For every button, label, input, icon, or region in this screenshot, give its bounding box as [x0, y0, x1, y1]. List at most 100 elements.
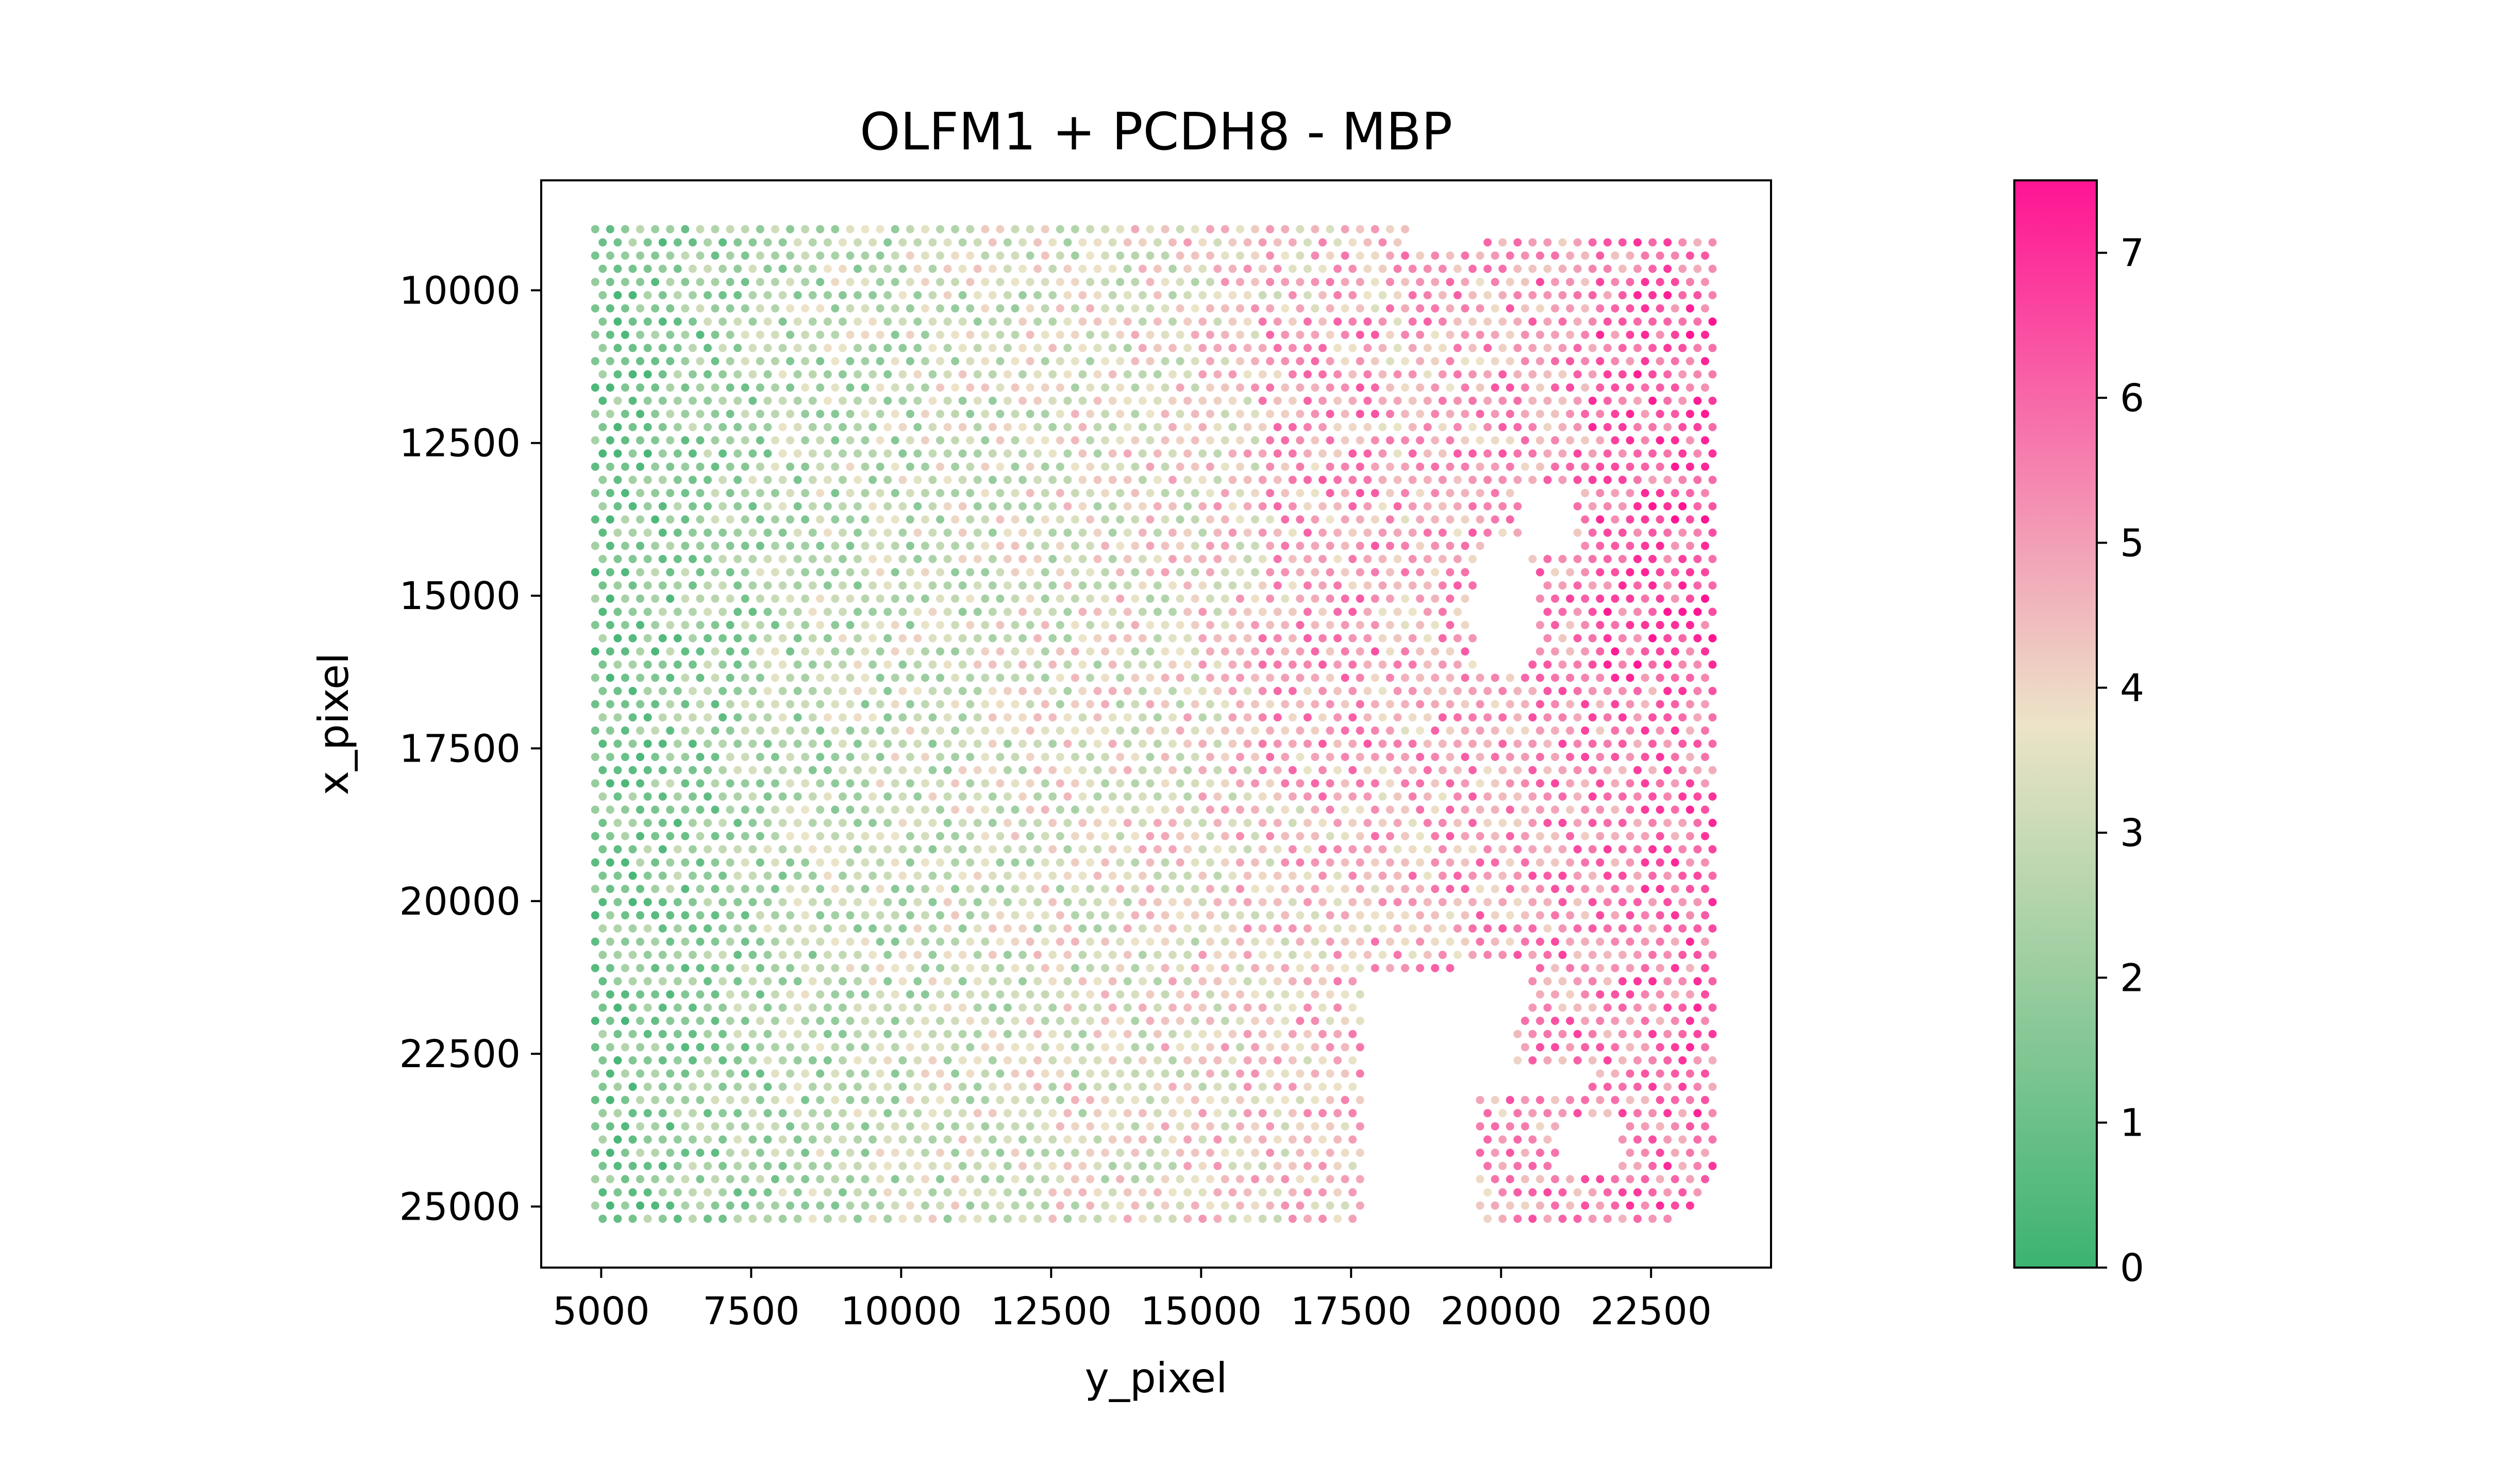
- scatter-point: [1311, 568, 1320, 577]
- scatter-point: [1228, 924, 1237, 933]
- scatter-point: [1161, 542, 1170, 550]
- scatter-point: [1468, 739, 1477, 748]
- scatter-point: [808, 1109, 817, 1118]
- scatter-point: [1138, 792, 1147, 801]
- scatter-point: [1558, 1030, 1567, 1038]
- scatter-point: [966, 383, 975, 392]
- scatter-point: [1648, 1083, 1657, 1091]
- scatter-point: [643, 502, 652, 511]
- scatter-point: [1041, 1017, 1049, 1025]
- scatter-point: [1176, 1069, 1184, 1078]
- scatter-point: [1528, 924, 1537, 933]
- scatter-point: [1056, 568, 1064, 577]
- scatter-point: [643, 528, 652, 537]
- scatter-point: [1153, 871, 1162, 880]
- scatter-point: [1611, 805, 1619, 814]
- scatter-point: [1198, 1109, 1207, 1118]
- scatter-point: [1183, 1030, 1192, 1038]
- scatter-point: [1161, 700, 1170, 709]
- scatter-point: [1108, 344, 1117, 352]
- scatter-point: [951, 990, 960, 999]
- scatter-point: [1116, 436, 1125, 445]
- scatter-point: [1333, 1056, 1342, 1065]
- scatter-point: [973, 291, 982, 299]
- scatter-point: [1678, 898, 1687, 906]
- scatter-point: [1161, 911, 1170, 920]
- scatter-point: [936, 330, 944, 339]
- scatter-point: [1371, 251, 1379, 260]
- scatter-point: [1176, 937, 1184, 946]
- scatter-point: [1018, 634, 1027, 643]
- scatter-point: [643, 1135, 652, 1144]
- scatter-point: [1378, 951, 1387, 959]
- scatter-point: [1633, 528, 1642, 537]
- scatter-point: [988, 687, 997, 695]
- scatter-point: [1476, 436, 1484, 445]
- scatter-point: [771, 858, 779, 867]
- scatter-point: [613, 238, 622, 247]
- scatter-point: [1543, 291, 1552, 299]
- scatter-point: [1003, 898, 1012, 906]
- scatter-point: [771, 1122, 779, 1131]
- scatter-point: [621, 462, 629, 471]
- scatter-point: [598, 1030, 607, 1038]
- scatter-point: [1018, 713, 1027, 722]
- scatter-point: [1101, 383, 1110, 392]
- scatter-point: [1071, 700, 1079, 709]
- scatter-point: [1461, 858, 1469, 867]
- scatter-point: [876, 304, 884, 313]
- scatter-point: [958, 608, 967, 616]
- scatter-point: [1183, 476, 1192, 484]
- scatter-point: [1453, 449, 1462, 458]
- scatter-point: [1678, 634, 1687, 643]
- scatter-point: [1303, 554, 1312, 563]
- scatter-point: [876, 542, 884, 550]
- scatter-point: [621, 278, 629, 286]
- scatter-point: [1506, 462, 1514, 471]
- scatter-point: [1701, 726, 1709, 735]
- scatter-point: [591, 278, 599, 286]
- scatter-point: [1476, 515, 1484, 524]
- scatter-point: [1168, 1109, 1177, 1118]
- scatter-point: [996, 911, 1005, 920]
- scatter-point: [1153, 1003, 1162, 1012]
- scatter-point: [973, 819, 982, 827]
- scatter-point: [1506, 410, 1514, 418]
- scatter-point: [1678, 687, 1687, 695]
- scatter-point: [988, 660, 997, 669]
- scatter-point: [1701, 673, 1709, 682]
- scatter-point: [1086, 647, 1094, 656]
- scatter-point: [748, 344, 757, 352]
- scatter-point: [643, 687, 652, 695]
- scatter-point: [1573, 951, 1582, 959]
- scatter-point: [1611, 858, 1619, 867]
- scatter-point: [951, 410, 960, 418]
- scatter-point: [1408, 449, 1417, 458]
- scatter-point: [966, 1069, 975, 1078]
- scatter-point: [1453, 423, 1462, 431]
- scatter-point: [906, 304, 914, 313]
- scatter-point: [973, 713, 982, 722]
- scatter-point: [1513, 898, 1522, 906]
- scatter-point: [1603, 581, 1612, 590]
- scatter-point: [1401, 647, 1409, 656]
- scatter-point: [1108, 1056, 1117, 1065]
- scatter-point: [1161, 278, 1170, 286]
- scatter-point: [613, 1135, 622, 1144]
- scatter-point: [673, 792, 682, 801]
- scatter-point: [1506, 885, 1514, 893]
- scatter-point: [1566, 383, 1575, 392]
- scatter-point: [606, 383, 614, 392]
- scatter-point: [1356, 673, 1364, 682]
- scatter-point: [936, 673, 944, 682]
- scatter-point: [786, 515, 794, 524]
- scatter-point: [1191, 278, 1199, 286]
- scatter-point: [1678, 977, 1687, 986]
- scatter-point: [1558, 687, 1567, 695]
- scatter-point: [1296, 937, 1305, 946]
- scatter-point: [1018, 1003, 1027, 1012]
- scatter-point: [704, 291, 712, 299]
- scatter-point: [1176, 885, 1184, 893]
- scatter-point: [838, 1056, 847, 1065]
- scatter-point: [591, 515, 599, 524]
